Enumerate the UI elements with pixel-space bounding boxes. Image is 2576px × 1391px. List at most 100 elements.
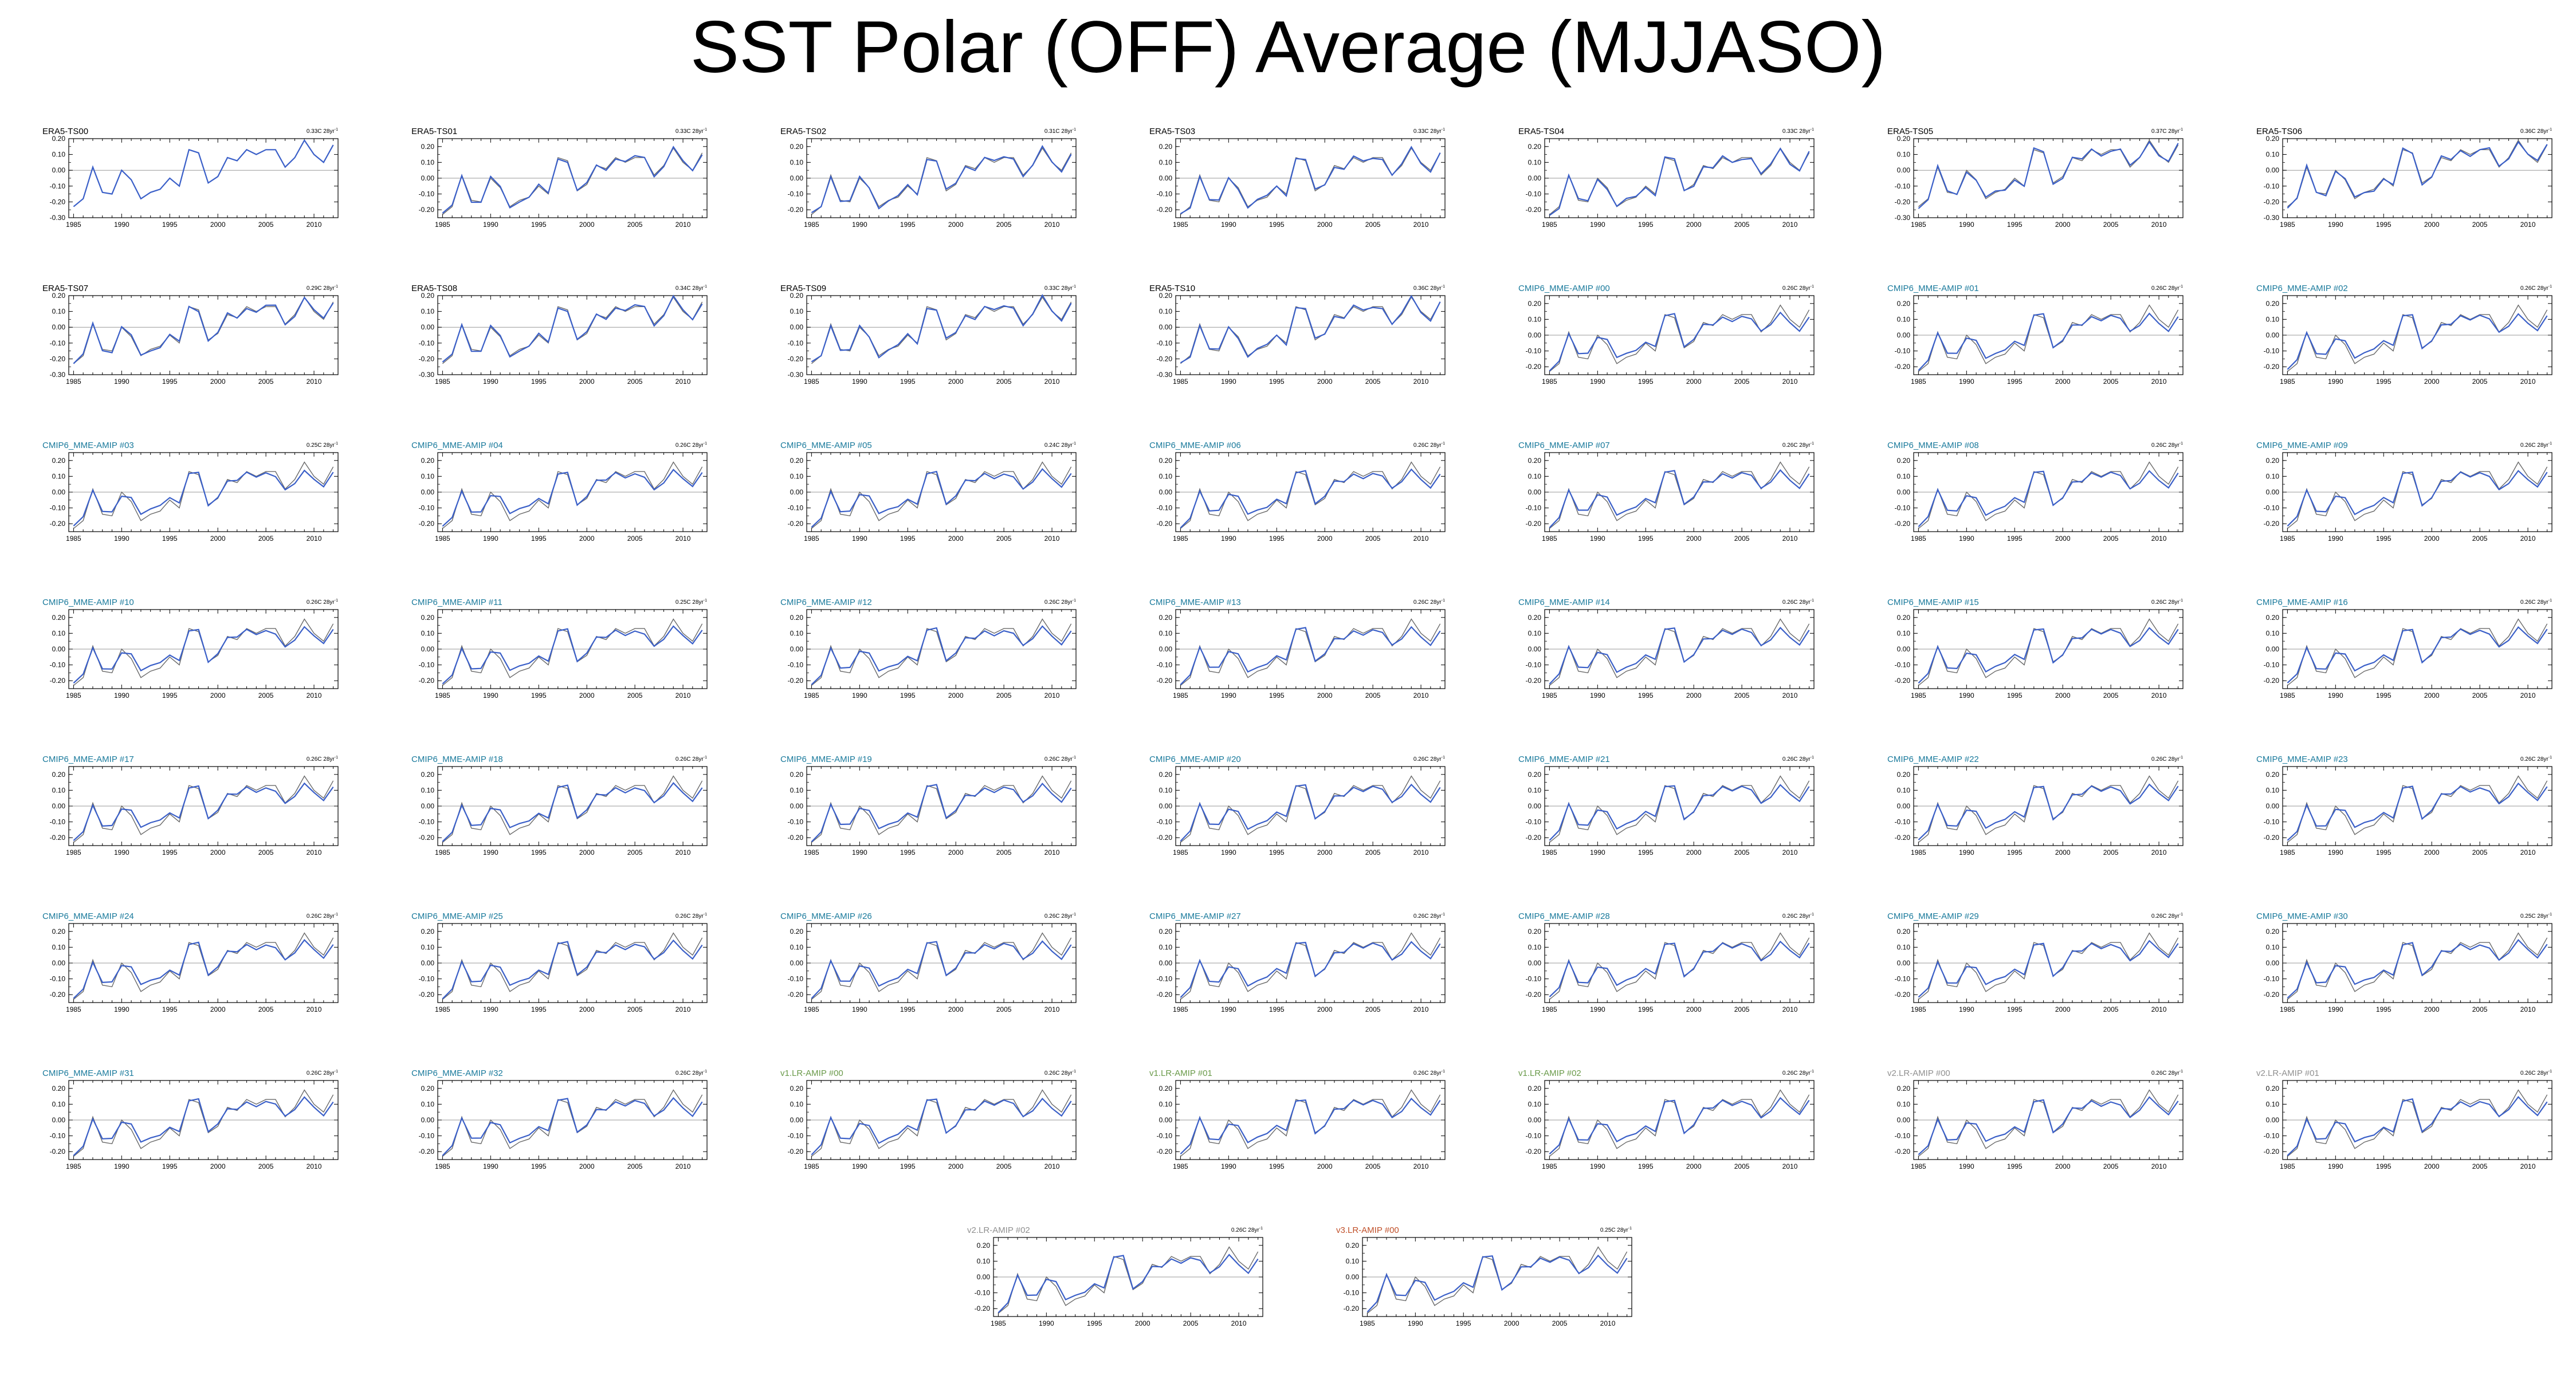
x-tick-label: 1985	[435, 691, 450, 700]
reference-series-line	[442, 296, 703, 364]
x-tick-label: 2000	[579, 848, 595, 856]
x-tick-label: 1990	[1221, 378, 1236, 386]
series-line	[1180, 146, 1441, 215]
y-tick-label: 0.20	[1528, 1084, 1542, 1093]
y-tick-label: 0.10	[1159, 472, 1173, 480]
y-tick-label: 0.10	[2266, 151, 2280, 159]
y-tick-label: 0.10	[1159, 1100, 1173, 1108]
x-tick-label: 2000	[1317, 1005, 1333, 1013]
reference-series-line	[1918, 461, 2179, 529]
trend-superscript: -1	[1442, 599, 1445, 603]
y-tick-label: 0.10	[1528, 629, 1542, 637]
y-tick-label: -0.20	[1895, 677, 1911, 685]
y-tick-label: -0.20	[419, 520, 435, 528]
x-tick-label: 2000	[1317, 848, 1333, 856]
series-line	[1549, 627, 1810, 685]
chart-panel: CMIP6_MME-AMIP #07 0.26C 28yr-1 0.20 0.10 0.…	[1518, 441, 1815, 543]
y-tick-label: 0.20	[52, 457, 66, 465]
x-tick-label: 1990	[852, 1162, 867, 1170]
x-tick-label: 2010	[2151, 1162, 2167, 1170]
y-tick-label: 0.00	[790, 1116, 804, 1124]
x-tick-label: 2000	[210, 848, 226, 856]
x-tick-label: 2010	[307, 535, 322, 543]
reference-series-line	[1918, 139, 2179, 207]
chart-panel: CMIP6_MME-AMIP #14 0.26C 28yr-1 0.20 0.10 0.…	[1518, 598, 1815, 700]
x-tick-label: 2005	[2103, 1005, 2119, 1013]
x-tick-label: 2010	[1044, 535, 1060, 543]
y-tick-label: -0.10	[1526, 1132, 1542, 1140]
reference-series-line	[73, 932, 334, 1000]
chart-panel: CMIP6_MME-AMIP #27 0.26C 28yr-1 0.20 0.10 0.…	[1149, 911, 1446, 1013]
series-line	[442, 939, 703, 1000]
x-tick-label: 1995	[162, 535, 178, 543]
chart-panel: CMIP6_MME-AMIP #06 0.26C 28yr-1 0.20 0.10 0.…	[1149, 441, 1446, 543]
trend-label: 0.26C 28yr-1	[1413, 1070, 1445, 1076]
x-tick-label: 2010	[1413, 378, 1429, 386]
x-tick-label: 1995	[1087, 1319, 1102, 1327]
x-tick-label: 2005	[627, 1005, 643, 1013]
x-tick-label: 2000	[2424, 848, 2440, 856]
x-tick-label: 2000	[210, 221, 226, 229]
trend-label: 0.34C 28yr-1	[676, 285, 707, 292]
y-tick-label: -0.30	[1895, 214, 1911, 222]
x-tick-label: 2010	[1782, 221, 1798, 229]
y-tick-label: 0.20	[1528, 771, 1542, 779]
x-tick-label: 2010	[2151, 221, 2167, 229]
panel-title: CMIP6_MME-AMIP #30	[2256, 911, 2348, 921]
x-tick-label: 2010	[1782, 1162, 1798, 1170]
trend-label: 0.26C 28yr-1	[676, 442, 707, 449]
trend-label: 0.26C 28yr-1	[2151, 599, 2183, 606]
y-tick-label: 0.10	[421, 308, 435, 316]
chart-panel: CMIP6_MME-AMIP #31 0.26C 28yr-1 0.20 0.10 0.…	[42, 1068, 339, 1170]
y-tick-label: -0.20	[975, 1304, 991, 1313]
x-tick-label: 2005	[2472, 535, 2488, 543]
reference-series-line	[2287, 304, 2548, 372]
x-tick-label: 2010	[1413, 221, 1429, 229]
y-tick-label: -0.10	[1895, 504, 1911, 512]
chart-panel: v1.LR-AMIP #01 0.26C 28yr-1 0.20 0.10 0.00 -0…	[1149, 1068, 1446, 1170]
y-tick-label: 0.00	[2266, 166, 2280, 174]
x-tick-label: 2010	[2520, 1005, 2536, 1013]
panel-title: ERA5-TS01	[411, 127, 457, 136]
x-tick-label: 2000	[579, 535, 595, 543]
panel-title: CMIP6_MME-AMIP #06	[1149, 441, 1241, 450]
x-tick-label: 1990	[1959, 535, 1974, 543]
trend-superscript: -1	[2548, 442, 2552, 446]
chart-panel: CMIP6_MME-AMIP #15 0.26C 28yr-1 0.20 0.10 0.…	[1887, 598, 2184, 700]
y-tick-label: 0.10	[2266, 1100, 2280, 1108]
trend-superscript: -1	[335, 756, 338, 760]
y-tick-label: 0.00	[1897, 488, 1911, 496]
x-tick-label: 1995	[1269, 1005, 1285, 1013]
x-tick-label: 2010	[1231, 1319, 1247, 1327]
y-tick-label: 0.20	[52, 614, 66, 622]
x-tick-label: 1985	[1911, 535, 1926, 543]
x-tick-label: 1985	[804, 378, 819, 386]
x-tick-label: 1990	[1039, 1319, 1054, 1327]
x-tick-label: 1990	[483, 1162, 498, 1170]
trend-label: 0.26C 28yr-1	[676, 1070, 707, 1076]
x-tick-label: 2010	[2151, 378, 2167, 386]
y-tick-label: 0.00	[1528, 645, 1542, 653]
x-tick-label: 2000	[948, 691, 964, 700]
x-tick-label: 2005	[2103, 378, 2119, 386]
x-tick-label: 1985	[66, 1162, 81, 1170]
x-tick-label: 1995	[162, 1005, 178, 1013]
series-line	[442, 625, 703, 685]
x-tick-label: 1995	[531, 535, 547, 543]
panel-title: CMIP6_MME-AMIP #31	[42, 1068, 134, 1078]
x-tick-label: 2005	[258, 1005, 274, 1013]
x-tick-label: 1990	[2328, 378, 2343, 386]
chart-panel: CMIP6_MME-AMIP #30 0.25C 28yr-1 0.20 0.10 0.…	[2256, 911, 2553, 1013]
chart-panel: v3.LR-AMIP #00 0.25C 28yr-1 0.20 0.10 0.00 -0…	[1336, 1225, 1632, 1327]
trend-superscript: -1	[2180, 913, 2183, 917]
x-tick-label: 1985	[435, 535, 450, 543]
trend-label: 0.26C 28yr-1	[1782, 1070, 1814, 1076]
x-tick-label: 1985	[2280, 848, 2295, 856]
y-tick-label: -0.20	[1895, 1148, 1911, 1156]
reference-series-line	[73, 775, 334, 843]
y-tick-label: 0.10	[790, 629, 804, 637]
y-tick-label: 0.00	[977, 1273, 991, 1281]
chart-panel: CMIP6_MME-AMIP #04 0.26C 28yr-1 0.20 0.10 0.…	[411, 441, 708, 543]
x-tick-label: 1990	[483, 221, 498, 229]
x-tick-label: 1995	[531, 378, 547, 386]
